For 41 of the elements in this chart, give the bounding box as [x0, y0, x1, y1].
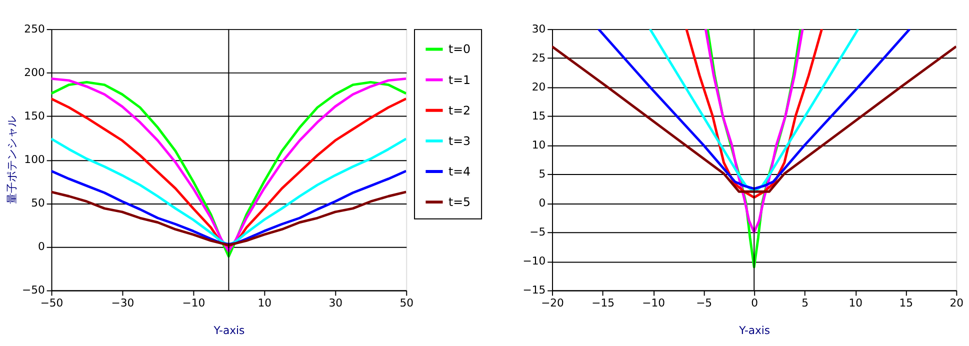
x-tick-label: 50 [400, 296, 414, 310]
y-tick-label: −15 [522, 284, 546, 297]
y-tick-label: 100 [24, 153, 45, 166]
y-tick-label: 200 [24, 66, 45, 80]
y-tick-label: 50 [31, 196, 45, 210]
y-tick-label: 10 [532, 138, 546, 152]
x-axis-title: Y-axis [738, 324, 770, 338]
x-tick-label: 10 [258, 296, 272, 310]
x-tick-label: 30 [328, 296, 343, 310]
legend-label: t=3 [448, 134, 471, 148]
x-tick-label: −15 [592, 296, 614, 310]
y-tick-label: 30 [532, 22, 546, 36]
y-tick-label: 0 [538, 196, 546, 210]
x-tick-label: −50 [40, 296, 64, 310]
y-tick-label: −50 [22, 284, 45, 297]
x-tick-label: 10 [848, 296, 863, 310]
legend-label: t=2 [448, 103, 471, 118]
legend-label: t=1 [448, 72, 471, 87]
y-tick-label: 150 [24, 110, 45, 123]
y-tick-label: 20 [532, 80, 546, 94]
x-tick-label: −30 [111, 296, 134, 310]
y-tick-label: 15 [532, 110, 546, 123]
x-tick-label: 5 [802, 296, 809, 310]
y-tick-label: 25 [532, 52, 546, 65]
legend-label: t=0 [448, 42, 471, 56]
y-tick-label: 5 [538, 168, 546, 181]
x-axis-title: Y-axis [212, 324, 246, 338]
y-tick-label: −10 [522, 254, 546, 268]
x-tick-label: 0 [751, 296, 758, 310]
x-tick-label: −10 [642, 296, 666, 310]
legend-label: t=4 [448, 164, 471, 178]
y-axis-title: 量子ポテンシャル [5, 116, 18, 204]
y-tick-label: 0 [38, 240, 45, 254]
y-tick-label: −5 [530, 226, 546, 239]
x-tick-label: 15 [899, 296, 914, 310]
y-tick-label: 250 [24, 22, 45, 36]
legend-label: t=5 [448, 195, 471, 210]
x-tick-label: −10 [182, 296, 206, 310]
x-tick-label: 20 [950, 296, 964, 310]
x-tick-label: −20 [541, 296, 564, 310]
x-tick-label: −5 [696, 296, 712, 310]
